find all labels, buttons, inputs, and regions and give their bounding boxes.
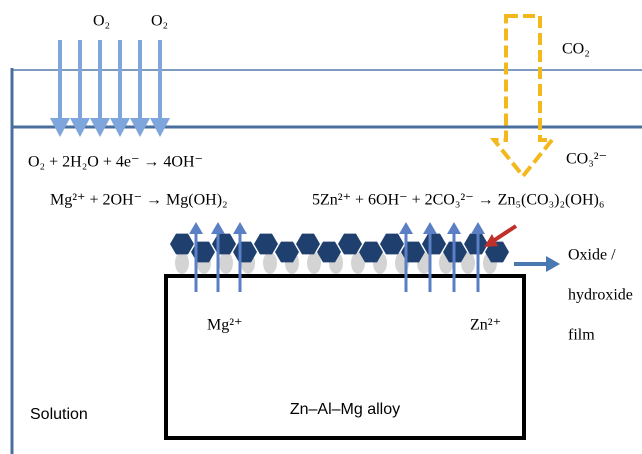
equation: Mg²⁺ + 2OH⁻ → Mg(OH)₂ — [50, 192, 228, 209]
ion-arrowhead — [233, 222, 247, 234]
film-particle — [307, 252, 321, 274]
o2-label: O₂ — [151, 13, 168, 30]
oxygen-arrowhead — [110, 118, 130, 137]
red-arrowhead — [484, 234, 498, 247]
film-hexagon — [380, 233, 404, 255]
film-label: Oxide / — [568, 247, 616, 264]
film-particle — [461, 252, 475, 274]
ion-arrowhead — [447, 222, 461, 234]
equation: 5Zn²⁺ + 6OH⁻ + 2CO₃²⁻ → Zn₅(CO₃)₂(OH)₆ — [312, 192, 604, 209]
ion-arrowhead — [211, 222, 225, 234]
film-hexagon — [317, 241, 341, 263]
oxygen-arrowhead — [150, 118, 170, 137]
mg-ion: Mg²⁺ — [207, 317, 242, 334]
ion-arrows — [189, 222, 485, 292]
film-pointer-head — [546, 256, 560, 272]
co3-label: CO₃²⁻ — [566, 151, 607, 168]
oxygen-arrowhead — [50, 118, 70, 137]
film-hexagon — [359, 241, 383, 263]
co2-arrow — [489, 14, 557, 180]
oxygen-arrowhead — [130, 118, 150, 137]
zn-ion: Zn²⁺ — [470, 317, 501, 334]
film-hexagon — [254, 233, 278, 255]
film-label: hydroxide — [568, 287, 633, 304]
film-hexagon — [170, 233, 194, 255]
film-hexagon — [275, 241, 299, 263]
film-particle — [219, 252, 233, 274]
ion-arrowhead — [399, 222, 413, 234]
film-label: film — [568, 327, 595, 344]
ion-arrowhead — [423, 222, 437, 234]
film-hexagon — [422, 233, 446, 255]
film-hexagon — [212, 233, 236, 255]
ion-arrowhead — [471, 222, 485, 234]
film-hexagon — [464, 233, 488, 255]
film-particle — [351, 252, 365, 274]
co2-label: CO₂ — [562, 41, 590, 58]
film — [170, 233, 509, 274]
film-particle — [263, 252, 277, 274]
oxygen-arrowhead — [90, 118, 110, 137]
film-hexagon — [338, 233, 362, 255]
o2-label: O₂ — [93, 13, 110, 30]
equation: O₂ + 2H₂O + 4e⁻ → 4OH⁻ — [28, 154, 203, 171]
film-hexagon — [485, 241, 509, 263]
solution-label: Solution — [30, 406, 88, 423]
film-particle — [175, 252, 189, 274]
ion-arrowhead — [189, 222, 203, 234]
alloy-block — [164, 274, 526, 440]
film-hexagon — [296, 233, 320, 255]
oxygen-arrows — [50, 40, 170, 137]
alloy-label: Zn–Al–Mg alloy — [290, 401, 400, 418]
oxygen-arrowhead — [70, 118, 90, 137]
